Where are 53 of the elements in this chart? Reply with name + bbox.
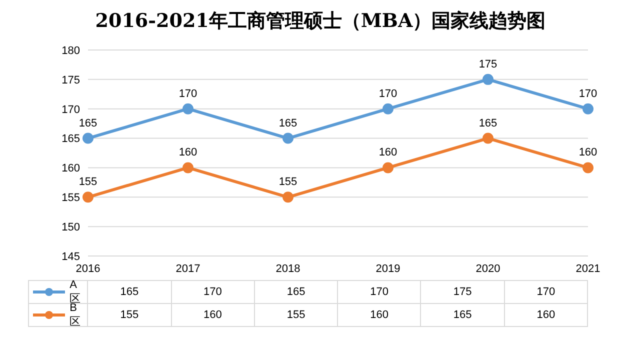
x-tick-label: 2021 bbox=[576, 262, 600, 275]
x-tick-label: 2018 bbox=[276, 262, 300, 275]
data-label: 175 bbox=[421, 281, 505, 303]
y-tick-label: 175 bbox=[62, 74, 80, 86]
data-label: 160 bbox=[172, 304, 255, 326]
data-label: 170 bbox=[338, 281, 422, 303]
data-label: 160 bbox=[338, 304, 422, 326]
point bbox=[182, 162, 194, 174]
point bbox=[382, 162, 394, 174]
point bbox=[382, 103, 394, 114]
text: 160 bbox=[578, 146, 598, 159]
y-tick-label: 180 bbox=[62, 44, 80, 57]
y-tick-label: 170 bbox=[62, 104, 80, 116]
data-label: 155 bbox=[254, 304, 338, 326]
point bbox=[282, 192, 294, 203]
text: 155 bbox=[278, 176, 298, 188]
point bbox=[182, 103, 194, 114]
text: 170 bbox=[178, 88, 198, 100]
text: 175 bbox=[478, 58, 498, 70]
text: 170 bbox=[378, 88, 398, 100]
point bbox=[582, 162, 594, 174]
text: 170 bbox=[578, 88, 598, 100]
point bbox=[282, 132, 294, 144]
text: 165 bbox=[278, 117, 298, 130]
chart-title: 2016-2021年工商管理硕士（MBA）国家线趋势图 bbox=[94, 9, 547, 34]
data-label: 155 bbox=[88, 304, 172, 326]
text: 165 bbox=[478, 117, 498, 130]
point bbox=[482, 74, 494, 85]
point bbox=[82, 132, 94, 144]
point bbox=[582, 103, 594, 114]
y-tick-label: 145 bbox=[62, 250, 80, 263]
x-tick-label: 2020 bbox=[476, 262, 500, 275]
text: 155 bbox=[78, 176, 98, 188]
data-label: 165 bbox=[421, 304, 505, 326]
x-tick-label: 2019 bbox=[376, 262, 400, 275]
x-tick-label: 2016 bbox=[76, 262, 100, 275]
y-tick-label: 165 bbox=[62, 133, 80, 146]
legend-label: B区 bbox=[70, 302, 82, 328]
y-tick-label: 150 bbox=[62, 221, 80, 234]
text: 165 bbox=[78, 117, 98, 130]
text: 160 bbox=[378, 146, 398, 159]
y-tick-label: 155 bbox=[62, 192, 80, 204]
x-tick-label: 2017 bbox=[176, 262, 200, 275]
y-tick-label: 160 bbox=[62, 162, 80, 175]
data-label: 165 bbox=[254, 281, 338, 303]
point bbox=[82, 192, 94, 203]
data-label: 170 bbox=[504, 281, 588, 303]
data-label: 160 bbox=[504, 304, 588, 326]
data-label: 165 bbox=[88, 281, 172, 303]
data-label: 170 bbox=[172, 281, 255, 303]
point bbox=[482, 132, 494, 144]
text: 160 bbox=[178, 146, 198, 159]
legend-label: A区 bbox=[70, 278, 82, 304]
